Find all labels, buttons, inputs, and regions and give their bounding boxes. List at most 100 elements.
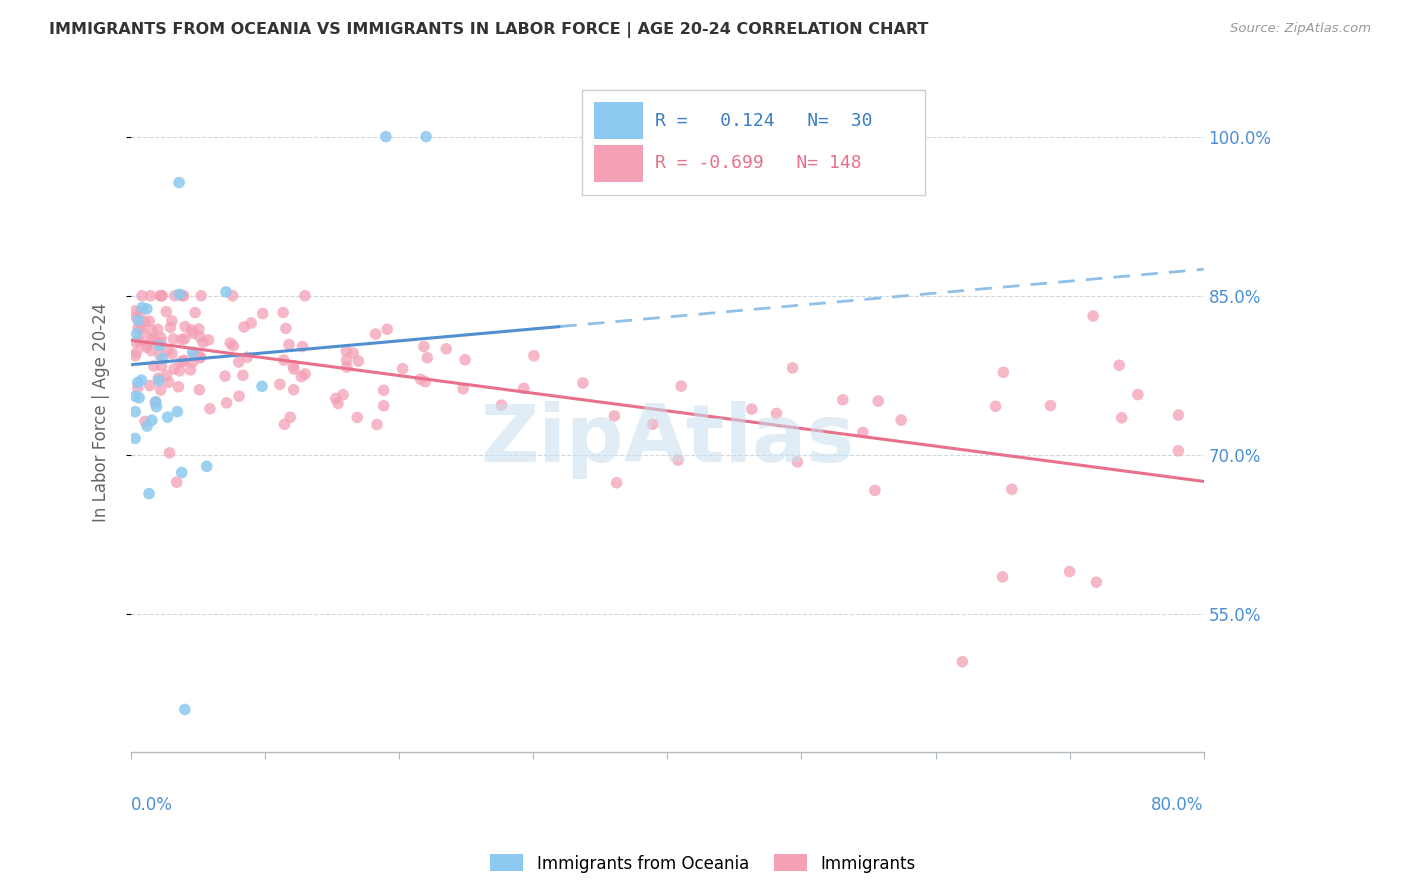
Point bbox=[190, 289, 212, 303]
Point bbox=[188, 350, 211, 364]
Point bbox=[950, 655, 973, 669]
Point bbox=[188, 351, 211, 365]
Point bbox=[215, 396, 238, 410]
Point bbox=[134, 315, 156, 329]
Point bbox=[149, 335, 172, 350]
Point bbox=[125, 326, 148, 341]
Point bbox=[221, 289, 243, 303]
Point bbox=[434, 342, 457, 356]
Point bbox=[283, 362, 305, 376]
Point bbox=[138, 486, 160, 500]
Point bbox=[283, 383, 305, 397]
Point bbox=[233, 320, 256, 334]
Point bbox=[170, 333, 193, 347]
Point bbox=[890, 413, 912, 427]
Point bbox=[741, 402, 763, 417]
Point bbox=[162, 332, 184, 346]
Point bbox=[868, 394, 890, 409]
Point bbox=[170, 466, 193, 480]
Point bbox=[135, 340, 157, 354]
Point bbox=[278, 337, 301, 351]
Point bbox=[513, 381, 536, 395]
Point bbox=[148, 338, 170, 352]
Point bbox=[156, 410, 179, 425]
Point bbox=[606, 475, 628, 490]
Y-axis label: In Labor Force | Age 20-24: In Labor Force | Age 20-24 bbox=[93, 302, 110, 522]
Point bbox=[236, 350, 259, 364]
Point bbox=[786, 455, 808, 469]
Point bbox=[141, 413, 163, 427]
Point bbox=[326, 396, 349, 410]
Text: IMMIGRANTS FROM OCEANIA VS IMMIGRANTS IN LABOR FORCE | AGE 20-24 CORRELATION CHA: IMMIGRANTS FROM OCEANIA VS IMMIGRANTS IN… bbox=[49, 22, 928, 38]
Point bbox=[146, 322, 169, 336]
Point bbox=[184, 305, 207, 319]
Point bbox=[347, 354, 370, 368]
Point bbox=[222, 339, 245, 353]
Point bbox=[273, 417, 295, 432]
Point bbox=[180, 323, 202, 337]
Point bbox=[181, 355, 204, 369]
Point bbox=[131, 301, 153, 315]
Point bbox=[1108, 358, 1130, 372]
Point bbox=[188, 383, 211, 397]
Point bbox=[1039, 399, 1062, 413]
Point bbox=[219, 336, 242, 351]
FancyBboxPatch shape bbox=[595, 145, 643, 182]
Point bbox=[335, 344, 357, 359]
Point bbox=[134, 414, 156, 428]
Point bbox=[166, 475, 188, 490]
Point bbox=[671, 379, 693, 393]
Point bbox=[1059, 565, 1081, 579]
Point bbox=[191, 335, 214, 350]
Point bbox=[1085, 575, 1108, 590]
Point bbox=[523, 349, 546, 363]
Point bbox=[131, 373, 153, 387]
Point bbox=[170, 289, 193, 303]
Point bbox=[291, 339, 314, 353]
Point bbox=[159, 320, 181, 334]
Point bbox=[136, 419, 159, 434]
Point bbox=[141, 343, 163, 358]
Point bbox=[127, 380, 149, 394]
Point bbox=[128, 391, 150, 405]
Point bbox=[169, 287, 191, 301]
Point bbox=[412, 339, 434, 353]
Point bbox=[127, 321, 149, 335]
Point bbox=[173, 332, 195, 346]
Point bbox=[156, 343, 179, 358]
Point bbox=[148, 371, 170, 385]
Point bbox=[124, 349, 146, 363]
Point bbox=[228, 389, 250, 403]
Point bbox=[166, 404, 188, 418]
Point bbox=[174, 319, 197, 334]
Point bbox=[188, 330, 211, 344]
Point bbox=[290, 369, 312, 384]
Point bbox=[141, 323, 163, 337]
Point bbox=[375, 322, 398, 336]
Point bbox=[782, 360, 804, 375]
Point bbox=[127, 376, 149, 390]
Point bbox=[150, 289, 173, 303]
Point bbox=[373, 399, 395, 413]
Point bbox=[127, 313, 149, 327]
Point bbox=[163, 289, 186, 303]
Point bbox=[160, 314, 183, 328]
Point bbox=[366, 417, 388, 432]
Point bbox=[863, 483, 886, 498]
Point bbox=[1126, 387, 1149, 401]
Point bbox=[125, 345, 148, 359]
Point bbox=[1001, 483, 1024, 497]
Point bbox=[1111, 410, 1133, 425]
Point bbox=[169, 364, 191, 378]
Point bbox=[163, 361, 186, 376]
Point bbox=[124, 405, 146, 419]
Point bbox=[342, 346, 364, 360]
Point bbox=[641, 417, 664, 432]
Point bbox=[228, 355, 250, 369]
Point bbox=[413, 375, 436, 389]
Point bbox=[138, 314, 160, 328]
Point bbox=[148, 374, 170, 388]
Point bbox=[131, 320, 153, 334]
Point bbox=[170, 355, 193, 369]
Point bbox=[1081, 309, 1104, 323]
